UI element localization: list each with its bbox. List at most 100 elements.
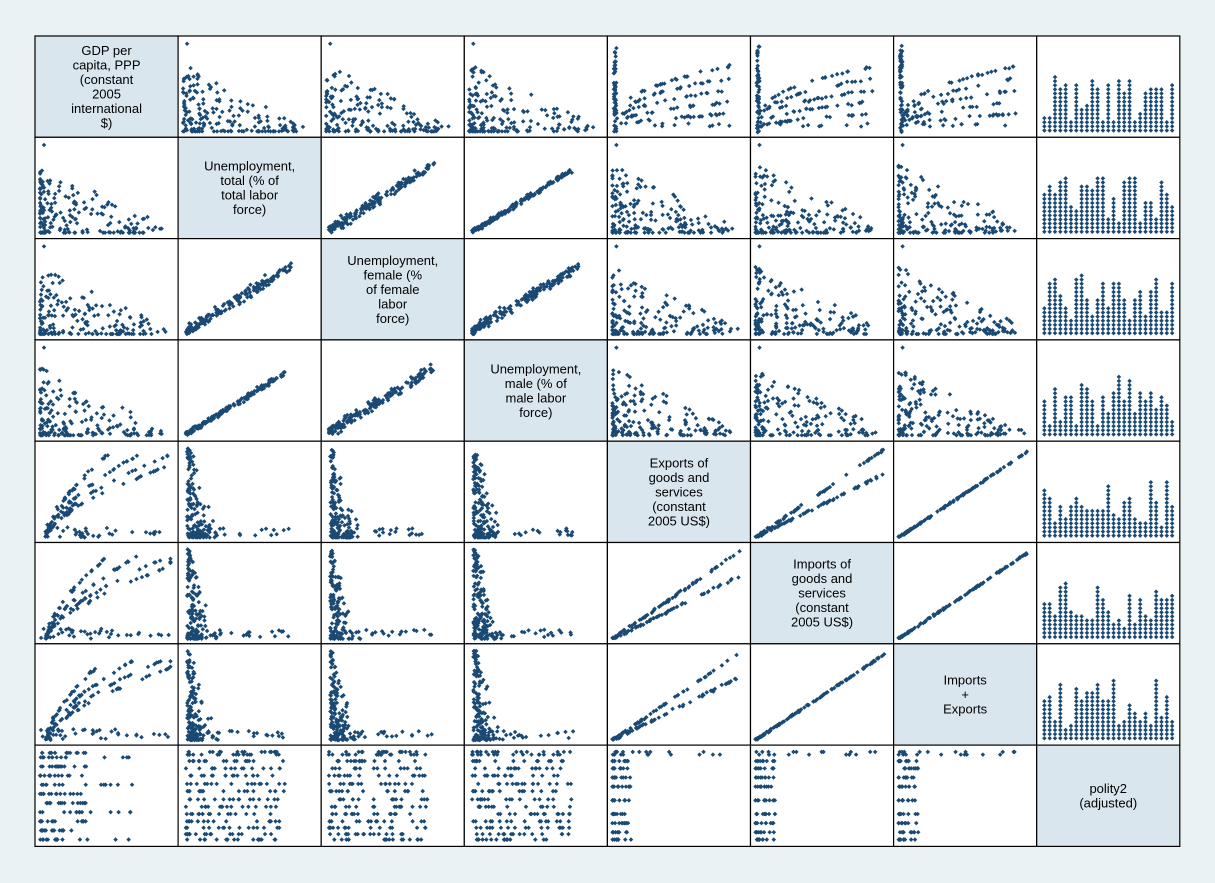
scatter-point (256, 129, 261, 134)
panel-r1-c5 (749, 136, 895, 240)
diagonal-cell-bg (34, 35, 179, 138)
scatter-point (418, 123, 424, 129)
panel-r0-c2 (320, 35, 465, 138)
scatter-point (263, 129, 268, 134)
scatter-point (184, 91, 189, 96)
panel-r0-c1 (177, 35, 322, 138)
scatter-point (527, 124, 533, 130)
scatter-point (393, 129, 398, 134)
variable-label-line: force) (519, 405, 552, 420)
panel-r2-c0 (34, 238, 179, 341)
scatter-point (499, 129, 505, 134)
variable-label-line: male labor (505, 390, 566, 405)
scatter-point (276, 129, 282, 134)
scatter-point (489, 103, 494, 109)
scatter-point (284, 128, 289, 133)
scatter-point (471, 129, 477, 134)
panel-r0-c6 (892, 35, 1038, 138)
panel-r1-c6 (892, 136, 1038, 240)
panel-r3-c4 (606, 339, 752, 442)
scatter-point (348, 97, 354, 103)
panel-r2-c6 (892, 238, 1038, 341)
scatter-point (256, 115, 262, 121)
scatter-point (227, 119, 233, 124)
variable-label-line: total (% of (220, 173, 279, 188)
scatter-point (498, 98, 503, 103)
variable-label-line: Unemployment, (347, 253, 438, 268)
scatter-point (346, 117, 352, 122)
scatter-point (193, 120, 199, 125)
scatter-point (483, 99, 488, 104)
panel-r0-c4 (606, 35, 752, 138)
scatter-point (237, 122, 243, 128)
variable-label-line: capita, PPP (73, 57, 141, 72)
scatter-point (399, 129, 404, 134)
scatter-point (221, 88, 227, 93)
variable-label-line: 2005 (92, 86, 121, 101)
scatter-point (332, 128, 338, 133)
scatter-point (184, 93, 189, 99)
panel-frame (749, 35, 895, 138)
variable-label-line: Unemployment, (204, 159, 295, 174)
scatter-point (260, 129, 265, 134)
panel-r1-c3 (463, 136, 608, 240)
scatter-point (388, 96, 394, 101)
scatter-point (375, 102, 381, 108)
scatter-point (220, 109, 225, 115)
panel-r1-c0 (34, 136, 179, 240)
panel-frame (177, 35, 322, 138)
scatter-point (324, 128, 330, 133)
scatter-point (484, 104, 490, 110)
scatter-point (505, 129, 510, 134)
variable-label-line: total labor (221, 188, 279, 203)
scatter-point (197, 106, 202, 111)
panel-r2-c2: Unemployment,female (%of femalelaborforc… (320, 238, 465, 341)
scatter-point (191, 83, 196, 88)
scatter-point (482, 129, 487, 134)
panel-frame (34, 238, 179, 341)
scatter-point (270, 129, 276, 134)
scatter-point (355, 85, 361, 91)
panel-frame (892, 339, 1038, 442)
scatter-point (490, 83, 496, 88)
variable-label-line: $) (101, 115, 113, 130)
scatter-point (252, 124, 258, 129)
scatter-point (201, 121, 206, 126)
variable-label-line: labor (378, 296, 408, 311)
panel-r1-c2 (320, 136, 465, 240)
scatter-point (210, 106, 215, 111)
scatter-point (204, 116, 210, 121)
variable-label-line: force) (376, 311, 409, 326)
variable-label-line: Unemployment, (490, 361, 581, 376)
panel-r0-c5 (749, 35, 895, 138)
panel-r3-c5 (749, 339, 895, 442)
panel-r3-c1 (177, 339, 322, 442)
scatter-point (183, 75, 188, 80)
panel-r2-c1 (177, 238, 322, 341)
scatter-point (195, 76, 200, 81)
panel-r2-c5 (749, 238, 895, 341)
panel-r2-c7 (1036, 238, 1181, 341)
panel-r1-c4 (606, 136, 752, 240)
scatter-point (542, 126, 548, 132)
panel-r1-c7 (1036, 136, 1181, 240)
scatter-point (489, 129, 494, 134)
scatter-point (446, 124, 451, 129)
panel-frame (749, 136, 895, 240)
panel-frame (34, 136, 179, 240)
variable-label-line: force) (233, 202, 266, 217)
scatter-point (191, 126, 197, 131)
panel-r0-c7 (1036, 35, 1181, 138)
variable-label-line: (constant (80, 72, 134, 87)
scatter-point (489, 90, 495, 95)
scatter-point (485, 128, 491, 134)
scatter-point (185, 118, 191, 123)
variable-label-line: GDP per (81, 43, 132, 58)
scatter-point (197, 126, 202, 131)
scatter-point (430, 129, 436, 134)
scatter-point (245, 101, 251, 107)
scatter-point (265, 114, 270, 119)
variable-label-line: male (% of (505, 376, 568, 391)
